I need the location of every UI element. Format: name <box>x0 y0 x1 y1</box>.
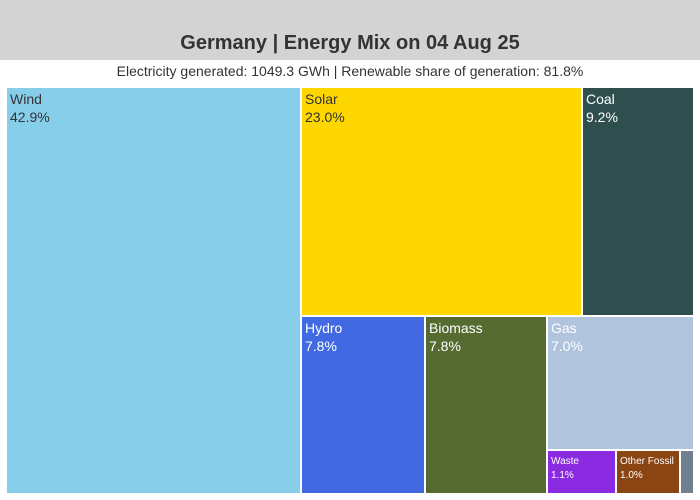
tile-rect-waste <box>548 451 615 493</box>
tile-name-solar: Solar <box>305 91 338 107</box>
tile-name-other-fossil: Other Fossil <box>620 456 674 467</box>
tile-other <box>681 451 693 493</box>
tile-wind: Wind 42.9% <box>7 88 300 493</box>
tile-hydro: Hydro 7.8% <box>302 317 424 493</box>
tile-name-gas: Gas <box>551 320 577 336</box>
tile-value-wind: 42.9% <box>10 109 50 125</box>
tile-value-gas: 7.0% <box>551 338 583 354</box>
tile-name-hydro: Hydro <box>305 320 343 336</box>
tile-value-waste: 1.1% <box>551 470 574 481</box>
tile-rect-wind <box>7 88 300 493</box>
tile-name-coal: Coal <box>586 91 615 107</box>
tile-waste: Waste 1.1% <box>548 451 615 493</box>
tile-rect-hydro <box>302 317 424 493</box>
tile-coal: Coal 9.2% <box>583 88 693 315</box>
tile-value-biomass: 7.8% <box>429 338 461 354</box>
tile-name-biomass: Biomass <box>429 320 483 336</box>
title-bar <box>0 0 700 60</box>
tile-biomass: Biomass 7.8% <box>426 317 546 493</box>
tile-name-wind: Wind <box>10 91 42 107</box>
tile-rect-solar <box>302 88 581 315</box>
tile-rect-other <box>681 451 693 493</box>
tile-solar: Solar 23.0% <box>302 88 581 315</box>
tile-other-fossil: Other Fossil 1.0% <box>617 451 679 493</box>
tile-value-other-fossil: 1.0% <box>620 470 643 481</box>
tile-value-hydro: 7.8% <box>305 338 337 354</box>
tile-rect-coal <box>583 88 693 315</box>
chart-title: Germany | Energy Mix on 04 Aug 25 <box>180 32 520 54</box>
tile-name-waste: Waste <box>551 456 579 467</box>
chart-subtitle: Electricity generated: 1049.3 GWh | Rene… <box>116 63 584 79</box>
tile-value-solar: 23.0% <box>305 109 345 125</box>
tile-rect-other-fossil <box>617 451 679 493</box>
tile-rect-biomass <box>426 317 546 493</box>
tile-gas: Gas 7.0% <box>548 317 693 449</box>
tile-rect-gas <box>548 317 693 449</box>
tile-value-coal: 9.2% <box>586 109 618 125</box>
